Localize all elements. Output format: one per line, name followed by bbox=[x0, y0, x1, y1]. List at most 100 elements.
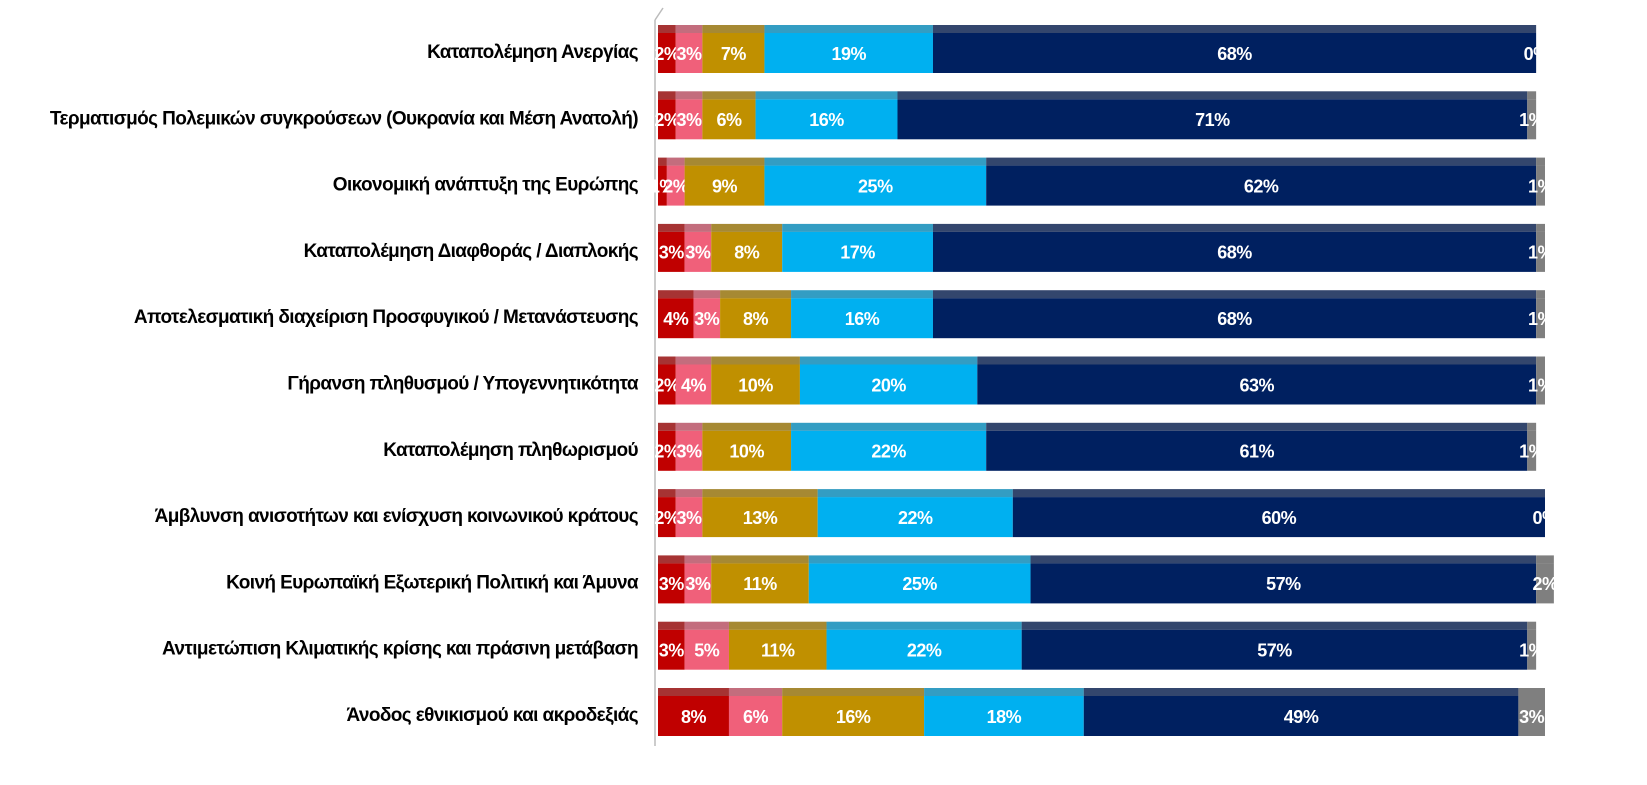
bar-top bbox=[658, 489, 676, 498]
value-label: 2% bbox=[654, 442, 680, 462]
bar-top bbox=[658, 555, 685, 564]
bar-top bbox=[1518, 688, 1545, 696]
bar-top bbox=[782, 688, 925, 696]
bar-top bbox=[658, 356, 676, 365]
bar-segment bbox=[728, 696, 783, 736]
bar-segment bbox=[658, 497, 676, 538]
category-label: Καταπολέμηση Ανεργίας bbox=[427, 42, 639, 63]
bar-segment bbox=[675, 497, 703, 538]
value-label: 2% bbox=[654, 110, 680, 130]
bar-segment bbox=[1012, 497, 1545, 538]
bar-segment bbox=[1083, 696, 1519, 736]
value-label: 5% bbox=[694, 640, 720, 660]
value-label: 7% bbox=[721, 44, 747, 64]
bar-top bbox=[666, 157, 685, 166]
bar-top bbox=[1527, 422, 1537, 431]
value-label: 8% bbox=[681, 707, 707, 727]
bar-segment bbox=[684, 231, 712, 272]
value-label: 71% bbox=[1195, 110, 1230, 130]
value-label: 18% bbox=[987, 707, 1022, 727]
value-label: 1% bbox=[1528, 375, 1554, 395]
value-label: 8% bbox=[743, 309, 769, 329]
bar-segment bbox=[932, 33, 1537, 73]
value-label: 3% bbox=[659, 640, 685, 660]
value-label: 57% bbox=[1266, 574, 1301, 594]
value-label: 2% bbox=[654, 44, 680, 64]
category-label: Άμβλυνση ανισοτήτων και ενίσχυση κοινωνι… bbox=[155, 506, 639, 527]
category-label: Αποτελεσματική διαχείριση Προσφυγικού / … bbox=[134, 307, 639, 328]
bar-segment bbox=[675, 364, 712, 405]
category-label: Οικονομική ανάπτυξη της Ευρώπης bbox=[333, 175, 639, 196]
bar-top bbox=[1536, 555, 1554, 564]
bar-segment bbox=[1518, 696, 1545, 736]
bar-segment bbox=[658, 33, 676, 73]
bar-top bbox=[1527, 91, 1537, 100]
bar-top bbox=[658, 223, 685, 232]
bar-segment bbox=[1536, 165, 1545, 206]
value-label: 22% bbox=[907, 640, 942, 660]
value-label: 2% bbox=[654, 508, 680, 528]
bar-segment bbox=[684, 563, 712, 604]
bar-segment bbox=[1527, 430, 1537, 471]
value-label: 11% bbox=[743, 574, 777, 594]
value-label: 3% bbox=[677, 508, 703, 528]
bar-top bbox=[675, 356, 712, 365]
bar-top bbox=[764, 25, 933, 33]
bar-segment bbox=[658, 563, 685, 604]
value-label: 10% bbox=[738, 375, 773, 395]
bar-segment bbox=[684, 629, 729, 670]
bar-top bbox=[693, 290, 721, 299]
bar-segment bbox=[932, 298, 1537, 339]
bar-segment bbox=[658, 99, 676, 140]
value-label: 17% bbox=[840, 243, 875, 263]
bar-top bbox=[791, 422, 987, 431]
value-label: 2% bbox=[654, 375, 680, 395]
bar-segment bbox=[684, 165, 765, 206]
bar-top bbox=[932, 223, 1537, 232]
value-label: 1% bbox=[1528, 176, 1554, 196]
value-label: 1% bbox=[1528, 309, 1554, 329]
value-label: 16% bbox=[836, 707, 871, 727]
bar-top bbox=[684, 157, 765, 166]
bar-segment bbox=[1527, 99, 1537, 140]
value-label: 68% bbox=[1217, 243, 1252, 263]
value-label: 68% bbox=[1217, 44, 1252, 64]
category-label: Τερματισμός Πολεμικών συγκρούσεων (Ουκρα… bbox=[50, 108, 638, 129]
bar-segment bbox=[666, 165, 685, 206]
bar-top bbox=[658, 25, 676, 33]
bar-top bbox=[702, 489, 818, 498]
bar-top bbox=[684, 555, 712, 564]
bar-top bbox=[1012, 489, 1545, 498]
value-label: 22% bbox=[871, 442, 906, 462]
bar-segment bbox=[826, 629, 1022, 670]
bar-top bbox=[755, 91, 898, 100]
value-label: 62% bbox=[1244, 176, 1279, 196]
bar-segment bbox=[897, 99, 1528, 140]
bar-top bbox=[684, 621, 729, 630]
value-label: 20% bbox=[871, 375, 906, 395]
bar-segment bbox=[986, 165, 1537, 206]
value-label: 2% bbox=[1532, 574, 1558, 594]
bar-segment bbox=[675, 430, 703, 471]
bar-segment bbox=[791, 298, 933, 339]
bar-top bbox=[924, 688, 1084, 696]
value-label: 3% bbox=[659, 243, 685, 263]
value-label: 3% bbox=[677, 110, 703, 130]
bar-segment bbox=[658, 231, 685, 272]
bar-top bbox=[764, 157, 987, 166]
bar-top bbox=[1021, 621, 1528, 630]
bar-top bbox=[1030, 555, 1537, 564]
value-label: 3% bbox=[694, 309, 720, 329]
value-label: 60% bbox=[1262, 508, 1297, 528]
bar-top bbox=[1536, 356, 1545, 365]
value-label: 16% bbox=[845, 309, 880, 329]
value-label: 25% bbox=[858, 176, 893, 196]
bar-top bbox=[1527, 621, 1537, 630]
bar-segment bbox=[1030, 563, 1537, 604]
bar-top bbox=[1536, 223, 1545, 232]
value-label: 4% bbox=[681, 375, 707, 395]
value-label: 1% bbox=[1519, 442, 1545, 462]
value-label: 57% bbox=[1257, 640, 1292, 660]
axis-line bbox=[654, 7, 664, 746]
